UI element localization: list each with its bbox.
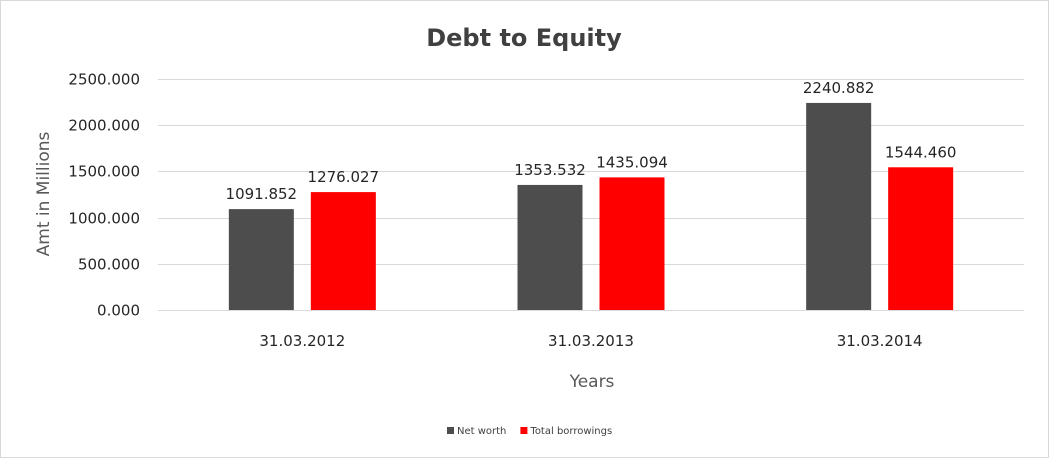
- legend-swatch: [447, 427, 454, 434]
- data-label: 1353.532: [514, 161, 586, 179]
- chart-title: Debt to Equity: [426, 24, 622, 52]
- data-label: 1435.094: [596, 153, 668, 171]
- y-axis-ticks: 0.000 500.000 1000.000 1500.000 2000.000 2500…: [68, 71, 140, 320]
- y-tick-label: 1500.000: [68, 163, 140, 181]
- bar-total-borrowings: [888, 167, 954, 310]
- data-label: 1276.027: [308, 168, 380, 186]
- legend-label: Net worth: [457, 426, 506, 437]
- y-tick-label: 0.000: [97, 302, 140, 320]
- bar-net-worth: [517, 184, 583, 310]
- legend: Net worth Total borrowings: [447, 426, 612, 437]
- bar-net-worth: [806, 102, 872, 310]
- data-label: 1544.460: [885, 143, 957, 161]
- legend-swatch: [520, 427, 528, 434]
- y-tick-label: 2500.000: [68, 71, 140, 89]
- data-label: 1091.852: [226, 185, 298, 203]
- bar-total-borrowings: [599, 177, 665, 310]
- data-labels: 1091.852 1276.027 1353.532 1435.094 2240.882…: [226, 79, 957, 203]
- x-axis-categories: 31.03.2012 31.03.2013 31.03.2014: [259, 332, 922, 350]
- y-tick-label: 1000.000: [68, 210, 140, 228]
- bar-net-worth: [228, 209, 294, 310]
- bar-total-borrowings: [310, 192, 376, 310]
- x-tick-label: 31.03.2013: [548, 332, 634, 350]
- data-label: 2240.882: [803, 79, 875, 97]
- y-tick-label: 500.000: [78, 256, 140, 274]
- bars: [228, 102, 954, 310]
- gridlines: [158, 79, 1024, 311]
- x-axis-title: Years: [569, 372, 615, 392]
- y-tick-label: 2000.000: [68, 117, 140, 135]
- y-axis-title: Amt in Millions: [34, 131, 54, 256]
- legend-label: Total borrowings: [529, 426, 612, 437]
- x-tick-label: 31.03.2014: [837, 332, 923, 350]
- x-tick-label: 31.03.2012: [259, 332, 345, 350]
